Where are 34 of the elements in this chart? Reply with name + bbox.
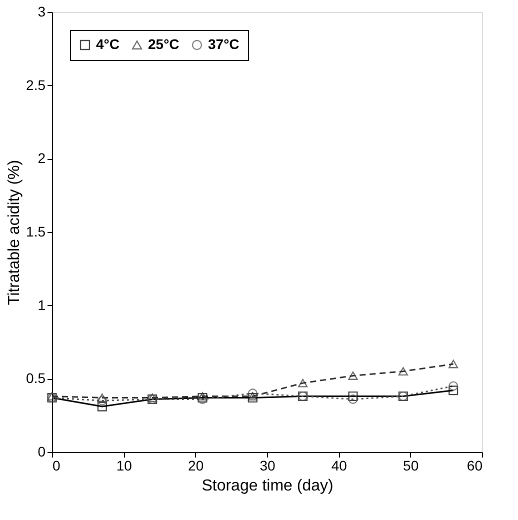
y-tick-label: 2 <box>38 150 46 166</box>
point <box>398 367 408 376</box>
point <box>97 402 107 412</box>
legend-label: 25°C <box>148 36 180 52</box>
x-tick-label: 10 <box>116 458 132 474</box>
point <box>248 392 258 403</box>
point <box>97 394 107 402</box>
x-tick-label: 20 <box>188 458 204 474</box>
point <box>198 392 208 400</box>
point <box>448 381 458 391</box>
point <box>97 396 107 406</box>
y-tick-label: 1 <box>38 296 46 313</box>
point <box>348 394 358 404</box>
x-tick-label: 60 <box>466 458 483 474</box>
y-axis-title: Titratable acidity (%) <box>6 160 24 306</box>
x-tick-label: 30 <box>260 458 276 474</box>
y-tick-label: 3 <box>38 4 46 20</box>
x-axis-title: Storage time (day) <box>202 478 334 494</box>
legend-label: 4°C <box>96 36 120 52</box>
point <box>248 388 258 398</box>
point <box>348 372 358 380</box>
y-tick-label: 2.5 <box>26 76 46 93</box>
y-tick-label: 1.5 <box>26 224 46 240</box>
legend-label: 37°C <box>208 36 240 52</box>
x-tick-label: 0 <box>52 458 60 474</box>
x-tick-label: 40 <box>331 458 348 474</box>
point <box>448 360 458 368</box>
y-tick-label: 0 <box>38 444 46 460</box>
point <box>248 392 258 400</box>
point <box>448 386 458 396</box>
point <box>348 391 358 402</box>
y-tick-label: 0.5 <box>26 370 46 386</box>
point <box>298 378 308 388</box>
x-tick-label: 50 <box>403 458 419 474</box>
